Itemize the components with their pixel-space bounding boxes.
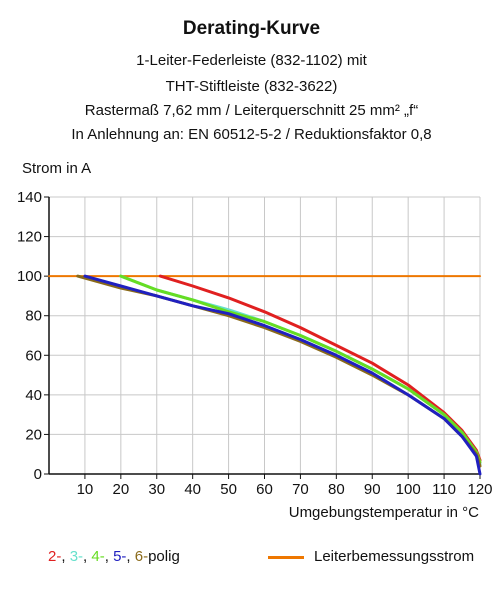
- chart-subtitle-4: In Anlehnung an: EN 60512-5-2 / Reduktio…: [71, 126, 432, 143]
- y-axis-label: Strom in A: [22, 160, 92, 177]
- chart-subtitle-2: THT-Stiftleiste (832-3622): [165, 78, 338, 95]
- x-tick-label: 100: [396, 481, 421, 498]
- legend-pole-part: polig: [148, 548, 180, 565]
- x-axis-label: Umgebungstemperatur in °C: [288, 504, 479, 521]
- legend-label-rated-current: Leiterbemessungsstrom: [314, 548, 475, 565]
- x-tick-label: 120: [467, 481, 492, 498]
- chart-subtitle-3: Rastermaß 7,62 mm / Leiterquerschnitt 25…: [84, 102, 419, 119]
- chart-title: Derating-Kurve: [182, 18, 321, 39]
- x-tick-label: 60: [256, 481, 273, 498]
- x-tick-label: 20: [112, 481, 129, 498]
- legend-pole-part: 6-: [134, 548, 149, 565]
- tick-labels: 0 20 40 60 80 100 120 140 10 20 30 40 50 60 70 80 90 100 1…: [17, 189, 493, 498]
- series-lines: [48, 274, 482, 476]
- y-tick-label: 80: [25, 308, 42, 325]
- y-tick-label: 120: [17, 229, 42, 246]
- y-tick-label: 40: [25, 387, 42, 404]
- legend-rated-current: Leiterbemessungsstrom: [268, 548, 474, 565]
- x-tick-label: 80: [328, 481, 345, 498]
- x-tick-label: 30: [148, 481, 165, 498]
- chart-subtitle-1: 1-Leiter-Federleiste (832-1102) mit: [136, 52, 367, 69]
- legend-pole-part: ,: [83, 548, 92, 565]
- legend-pole-part: 4-: [91, 548, 105, 565]
- legend-pole-part: ,: [126, 548, 135, 565]
- legend-pole-part: 3-: [69, 548, 84, 565]
- y-tick-label: 20: [25, 426, 42, 443]
- series-line-6-polig: [76, 274, 482, 468]
- x-tick-label: 50: [220, 481, 237, 498]
- x-tick-label: 110: [432, 481, 456, 498]
- x-tick-label: 90: [364, 481, 381, 498]
- x-tick-label: 10: [77, 481, 94, 498]
- series-line-5-polig: [83, 274, 482, 476]
- y-tick-label: 140: [17, 189, 42, 206]
- legend-pole-part: 2-: [48, 548, 62, 565]
- y-tick-label: 0: [34, 466, 42, 483]
- legend-pole-part: ,: [61, 548, 70, 565]
- legend-pole-part: ,: [104, 548, 114, 565]
- y-tick-label: 100: [17, 268, 42, 285]
- y-tick-label: 60: [25, 347, 42, 364]
- legend-pole-part: 5-: [113, 548, 127, 565]
- grid: [49, 196, 481, 474]
- legend-poles: 2-, 3-, 4-, 5-, 6-polig: [48, 548, 180, 565]
- legend-swatch-rated-current: [268, 555, 304, 559]
- series-line-4-polig: [119, 274, 482, 464]
- x-tick-label: 70: [292, 481, 309, 498]
- x-tick-label: 40: [184, 481, 201, 498]
